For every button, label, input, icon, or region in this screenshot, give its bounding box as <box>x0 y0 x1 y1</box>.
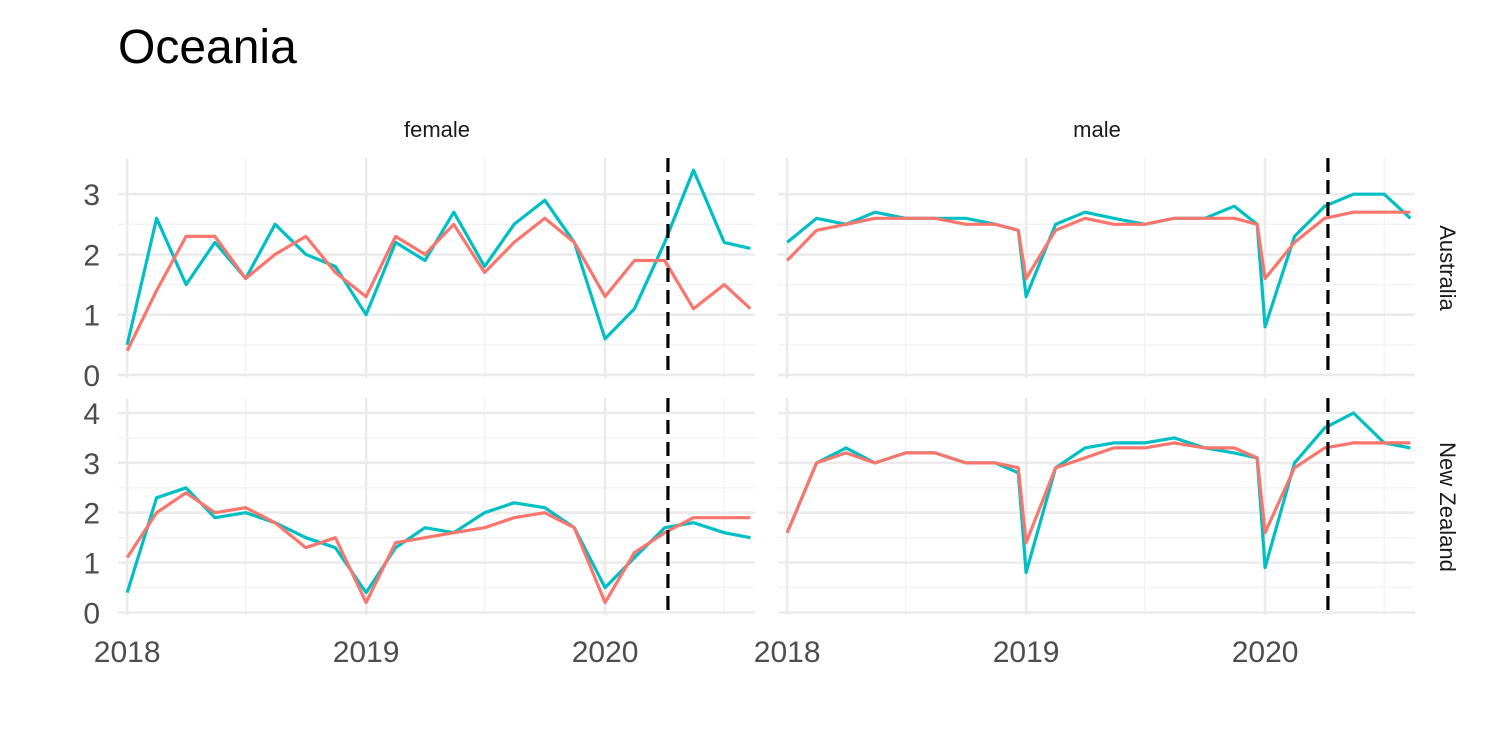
y-tick-label: 2 <box>83 498 100 531</box>
series-line-2 <box>785 441 1411 545</box>
series-line-1 <box>786 192 1412 329</box>
x-tick-label: 2018 <box>754 636 821 669</box>
y-tick-label: 4 <box>83 398 100 431</box>
x-tick-label: 2019 <box>333 636 400 669</box>
series-line-1 <box>785 411 1411 575</box>
y-tick-label: 0 <box>83 598 100 631</box>
axis-labels-layer: 0 1 2 3 0 1 2 3 4 2018 2019 2020 2018 2019 2020 <box>83 179 1298 669</box>
facet-label-new-zealand: New Zealand <box>1435 442 1460 572</box>
y-tick-label: 2 <box>83 239 100 272</box>
x-tick-label: 2019 <box>993 636 1060 669</box>
y-tick-label: 0 <box>83 360 100 393</box>
y-tick-label: 1 <box>83 548 100 581</box>
panel-female-new-zealand <box>118 398 755 615</box>
chart-title: Oceania <box>118 21 297 74</box>
series-line-2 <box>125 491 751 605</box>
y-tick-label: 3 <box>83 179 100 212</box>
panels-layer <box>118 158 1415 615</box>
y-tick-label: 1 <box>83 300 100 333</box>
series-line-1 <box>125 486 751 595</box>
series-line-1 <box>125 168 751 346</box>
facet-label-australia: Australia <box>1435 225 1460 311</box>
facet-label-male: male <box>1073 117 1121 142</box>
x-tick-label: 2018 <box>94 636 161 669</box>
facet-label-female: female <box>404 117 470 142</box>
panel-male-new-zealand <box>778 398 1415 615</box>
series-line-2 <box>125 216 752 352</box>
panel-female-australia <box>118 158 755 378</box>
panel-male-australia <box>778 158 1415 378</box>
x-tick-label: 2020 <box>1232 636 1299 669</box>
y-tick-label: 3 <box>83 448 100 481</box>
x-tick-label: 2020 <box>572 636 639 669</box>
series-line-2 <box>786 210 1411 281</box>
